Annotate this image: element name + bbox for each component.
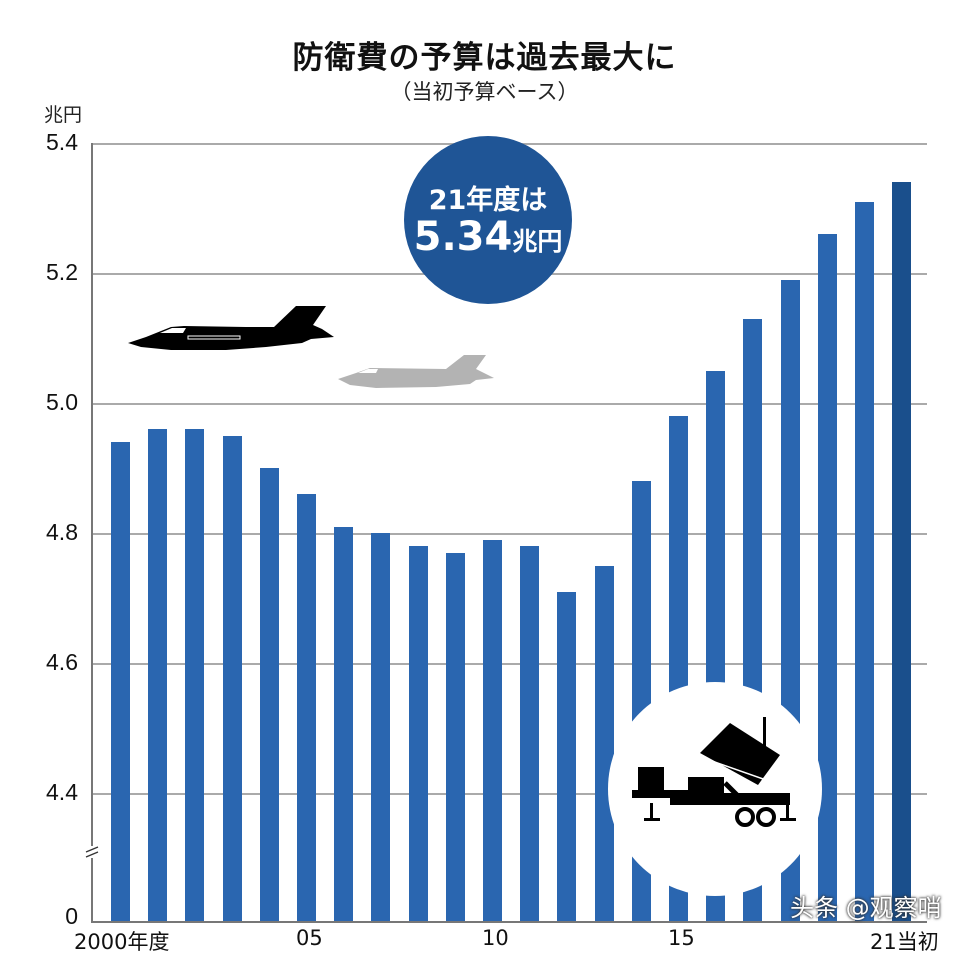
gridline (91, 793, 927, 795)
x-tick-15: 15 (668, 926, 695, 950)
bar-2012 (557, 591, 577, 922)
bar-2002 (185, 429, 205, 922)
y-tick-0: 0 (65, 903, 78, 929)
bar-2008 (408, 546, 428, 922)
y-axis-line (91, 143, 93, 923)
x-tick-21: 21当初 (870, 930, 939, 954)
bar-2003 (222, 435, 242, 922)
gridline (91, 403, 927, 405)
bar-2007 (371, 533, 391, 922)
y-tick-4-8: 4.8 (46, 519, 78, 545)
x-tick-10: 10 (482, 926, 509, 950)
x-tick-2000: 2000年度 (74, 930, 170, 954)
callout-value: 5.34 (413, 214, 513, 260)
watermark: 头条 @观察哨 (790, 894, 942, 922)
bar-2004 (259, 468, 279, 922)
y-tick-4-6: 4.6 (46, 649, 78, 675)
y-tick-5-0: 5.0 (46, 389, 78, 415)
bar-2001 (148, 429, 168, 922)
callout-line1: 21年度は (428, 185, 548, 216)
bar-2009 (445, 552, 465, 922)
bar-2021 (892, 182, 912, 922)
bar-2020 (855, 201, 874, 922)
y-tick-4-4: 4.4 (46, 779, 78, 805)
chart-title: 防衛費の予算は過去最大に (292, 40, 677, 76)
bar-2013 (594, 565, 614, 922)
fighter-jet-icon (338, 355, 494, 388)
gridline (91, 533, 927, 535)
y-axis-unit: 兆円 (44, 104, 83, 126)
chart-subtitle: （当初予算ベース） (390, 80, 579, 104)
bar-2005 (297, 494, 316, 922)
bar-2010 (483, 539, 502, 922)
y-tick-5-4: 5.4 (46, 129, 78, 155)
y-tick-5-2: 5.2 (46, 259, 78, 285)
gridline (91, 663, 927, 665)
bar-2000 (111, 442, 130, 922)
bar-2006 (334, 526, 354, 922)
callout-line2: 5.34兆円 (404, 214, 572, 260)
fighter-jet-icon (128, 306, 334, 350)
bar-2019 (817, 234, 837, 922)
callout-unit: 兆円 (512, 227, 563, 256)
axis-break-icon (84, 846, 100, 858)
missile-launcher-icon (632, 717, 796, 827)
callout-badge: 21年度は 5.34兆円 (404, 136, 572, 304)
x-axis-line (91, 921, 927, 923)
x-tick-05: 05 (296, 926, 323, 950)
bar-2011 (520, 546, 540, 922)
